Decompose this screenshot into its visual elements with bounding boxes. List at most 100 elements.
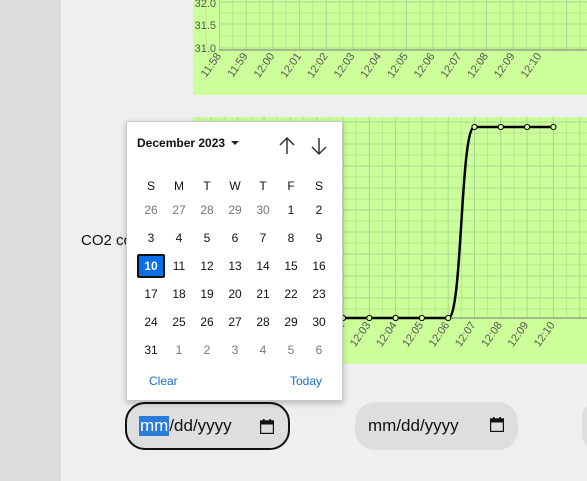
left-panel (0, 0, 61, 481)
month-year-label: December 2023 (137, 136, 226, 150)
x-tick-label: 12:10 (519, 51, 545, 80)
calendar-day[interactable]: 14 (256, 259, 270, 273)
calendar-day[interactable]: 8 (287, 231, 295, 245)
calendar-day[interactable]: 5 (203, 231, 211, 245)
end-date-text[interactable]: mm/dd/yyyy (368, 416, 459, 435)
calendar-day[interactable]: 25 (172, 315, 186, 329)
co2-data-point (550, 123, 557, 131)
calendar-day[interactable]: 29 (228, 203, 242, 217)
calendar-day[interactable]: 30 (312, 315, 326, 329)
end-date-input[interactable]: mm/dd/yyyy (355, 402, 518, 450)
calendar-day[interactable]: 15 (284, 259, 298, 273)
calendar-day[interactable]: 22 (284, 287, 298, 301)
x-tick-label: 12:00 (252, 51, 278, 80)
calendar-day[interactable]: 18 (172, 287, 186, 301)
calendar-day[interactable]: 24 (144, 315, 158, 329)
calendar-day[interactable]: 27 (172, 203, 186, 217)
third-date-input[interactable] (582, 402, 587, 450)
x-tick-label: 12:01 (278, 51, 304, 80)
weekday-label: S (314, 179, 323, 193)
co2-data-point (392, 314, 399, 322)
selected-day[interactable]: 10 (137, 254, 165, 278)
weekday-label: S (146, 179, 155, 193)
weekday-label: M (174, 179, 184, 193)
top-chart-svg: 32.031.531.011:58 11:59 12:00 12:01 12:02 12:… (195, 0, 587, 80)
calendar-day[interactable]: 7 (259, 231, 267, 245)
calendar-day[interactable]: 4 (175, 231, 183, 245)
x-tick-label: 11:58 (199, 51, 224, 80)
calendar-day[interactable]: 17 (144, 287, 158, 301)
calendar-day[interactable]: 29 (284, 315, 298, 329)
today-button[interactable]: Today (290, 374, 323, 388)
x-tick-label: 11:59 (226, 51, 251, 80)
calendar-day[interactable]: 1 (287, 203, 295, 217)
co2-chart-label: CO2 co (81, 232, 132, 249)
calendar-day[interactable]: 9 (315, 231, 323, 245)
y-tick-label: 31.0 (195, 43, 216, 55)
week-row: 31 1 2 3 4 5 6 (137, 338, 334, 362)
arrow-up-icon[interactable] (278, 136, 296, 156)
calendar-day[interactable]: 11 (172, 259, 186, 273)
month-segment[interactable]: mm (139, 416, 170, 436)
calendar-day[interactable]: 6 (231, 231, 239, 245)
calendar-day[interactable]: 3 (231, 343, 239, 357)
calendar-day[interactable]: 6 (315, 343, 323, 357)
calendar-day[interactable]: 12 (200, 259, 214, 273)
calendar-day[interactable]: 28 (200, 203, 214, 217)
calendar-day[interactable]: 16 (312, 259, 326, 273)
calendar-icon[interactable] (490, 417, 504, 432)
calendar-day[interactable]: 2 (315, 203, 323, 217)
calendar-day[interactable]: 5 (287, 343, 295, 357)
clear-button[interactable]: Clear (149, 374, 178, 388)
calendar-day[interactable]: 26 (200, 315, 214, 329)
calendar-day[interactable]: 31 (144, 343, 158, 357)
caret-down-icon (231, 141, 240, 145)
co2-data-point (471, 123, 478, 131)
week-row: 26 27 28 29 30 1 2 (137, 198, 334, 222)
calendar-day[interactable]: 21 (256, 287, 270, 301)
x-tick-label: 12:09 (506, 320, 532, 349)
calendar-day[interactable]: 27 (228, 315, 242, 329)
calendar-day[interactable]: 4 (259, 343, 267, 357)
weekday-label: W (229, 179, 241, 193)
date-rest-segment[interactable]: /dd/yyyy (169, 416, 232, 435)
arrow-down-icon[interactable] (310, 136, 328, 156)
calendar-day[interactable]: 30 (256, 203, 270, 217)
start-date-input[interactable]: mm/dd/yyyy (125, 402, 290, 450)
x-tick-label: 12:03 (348, 320, 374, 349)
x-tick-label: 12:02 (305, 51, 331, 80)
x-tick-label: 12:05 (385, 51, 411, 80)
co2-data-point (445, 314, 452, 322)
x-tick-label: 12:07 (453, 320, 479, 349)
calendar-day[interactable]: 1 (175, 343, 183, 357)
weekday-label: T (259, 179, 267, 193)
x-tick-label: 12:10 (532, 320, 558, 349)
x-tick-label: 12:09 (492, 51, 518, 80)
x-tick-label: 12:04 (359, 51, 385, 80)
month-year-selector[interactable]: December 2023 (137, 136, 240, 150)
x-tick-label: 12:06 (427, 320, 453, 349)
x-tick-label: 12:03 (332, 51, 358, 80)
x-tick-label: 12:08 (465, 51, 491, 80)
calendar-day[interactable]: 23 (312, 287, 326, 301)
y-tick-label: 31.5 (195, 20, 216, 32)
x-tick-label: 12:04 (374, 320, 400, 349)
calendar-day[interactable]: 26 (144, 203, 158, 217)
calendar-day[interactable]: 2 (203, 343, 211, 357)
week-row: 17 18 19 20 21 22 23 (137, 282, 334, 306)
x-tick-label: 12:05 (400, 320, 426, 349)
calendar-day[interactable]: 28 (256, 315, 270, 329)
calendar-day[interactable]: 3 (147, 231, 155, 245)
week-row: 24 25 26 27 28 29 30 (137, 310, 334, 334)
top-chart: 32.0 31.5 31.0 11:58 11:59 12:00 12:01 12:02 12:… (193, 0, 587, 95)
co2-data-point (366, 314, 373, 322)
calendar-day[interactable]: 19 (200, 287, 214, 301)
co2-data-point (497, 123, 504, 131)
co2-data-point (418, 314, 425, 322)
week-row: 3 4 5 6 7 8 9 (137, 226, 334, 250)
calendar-icon[interactable] (260, 419, 274, 434)
calendar-day[interactable]: 13 (228, 259, 242, 273)
calendar-day[interactable]: 20 (228, 287, 242, 301)
